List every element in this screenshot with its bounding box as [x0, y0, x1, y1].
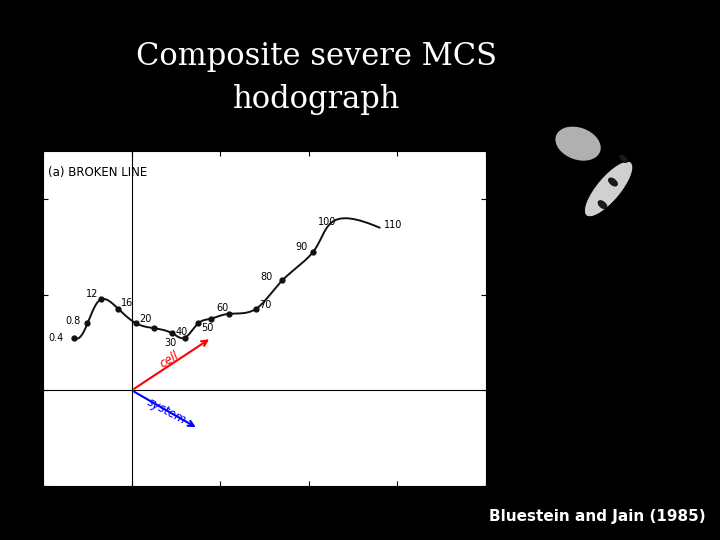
Ellipse shape [619, 154, 628, 163]
Text: (a) BROKEN LINE: (a) BROKEN LINE [48, 166, 147, 179]
Text: 50: 50 [201, 323, 213, 333]
Text: 70: 70 [259, 300, 271, 310]
Y-axis label: V (m s⁻¹): V (m s⁻¹) [0, 289, 8, 348]
Ellipse shape [598, 200, 607, 209]
Text: 40: 40 [176, 327, 189, 337]
Text: 110: 110 [384, 220, 402, 230]
Text: Composite severe MCS: Composite severe MCS [136, 41, 498, 72]
Text: 60: 60 [216, 303, 228, 313]
Text: 100: 100 [318, 217, 336, 227]
Text: system: system [145, 396, 189, 427]
Text: 90: 90 [296, 242, 308, 252]
Text: 80: 80 [260, 273, 272, 282]
Text: 0.4: 0.4 [48, 333, 63, 343]
Text: 20: 20 [140, 314, 152, 323]
Ellipse shape [608, 178, 618, 186]
Text: 16: 16 [121, 298, 133, 308]
Text: hodograph: hodograph [233, 84, 400, 116]
Text: Bluestein and Jain (1985): Bluestein and Jain (1985) [489, 509, 706, 524]
Ellipse shape [555, 126, 601, 161]
X-axis label: U (m s⁻¹): U (m s⁻¹) [235, 509, 294, 522]
Text: cell: cell [157, 349, 181, 370]
Ellipse shape [585, 161, 633, 217]
Text: 12: 12 [86, 289, 98, 299]
Text: 0.8: 0.8 [65, 315, 81, 326]
Text: 30: 30 [165, 338, 177, 348]
